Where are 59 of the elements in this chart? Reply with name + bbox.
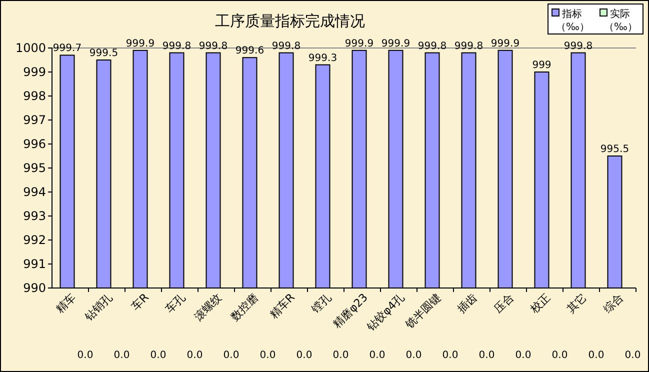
- text: 0.0: [406, 350, 422, 361]
- data-label: 999.6: [235, 46, 264, 57]
- data-label: 999.9: [381, 38, 410, 50]
- x-tick-label: 车孔: [163, 290, 188, 316]
- data-label: 999.8: [272, 40, 301, 52]
- text: 0.0: [186, 350, 203, 361]
- data-label: 999.9: [344, 38, 374, 50]
- text: 0.0: [624, 350, 641, 361]
- data-label: 999.8: [162, 40, 192, 52]
- x-tick-label: 插齿: [455, 290, 480, 316]
- text: 0.0: [223, 350, 240, 361]
- data-label: 995.5: [600, 144, 630, 155]
- data-label: 999.8: [198, 40, 228, 52]
- text: 0.0: [296, 350, 312, 361]
- x-tick-label: 综合: [601, 290, 626, 316]
- y-tick-label: 1000: [15, 41, 46, 55]
- x-tick-label: 车R: [128, 290, 152, 314]
- y-tick-label: 996: [23, 137, 46, 151]
- text: 0.0: [588, 350, 604, 361]
- text: 0.0: [260, 350, 276, 361]
- data-label: 999.8: [418, 40, 447, 52]
- text: 0.0: [442, 350, 458, 361]
- y-tick-label: 995: [23, 161, 46, 175]
- x-tick-label: 校正: [527, 290, 553, 316]
- y-tick-label: 992: [23, 233, 46, 247]
- text: 0.0: [478, 350, 495, 361]
- text: 0.0: [552, 350, 568, 361]
- data-label: 999.9: [126, 38, 155, 50]
- text: 0.0: [369, 350, 386, 361]
- x-tick-label: 数控磨: [228, 290, 261, 324]
- x-tick-label: 精车R: [267, 290, 298, 322]
- x-tick-label: 镗孔: [308, 290, 334, 316]
- legend-label: 实际（‰）: [604, 8, 638, 33]
- x-tick-label: 压合: [492, 290, 516, 316]
- legend-label: 指标（‰）: [556, 8, 590, 33]
- y-tick-label: 997: [23, 113, 46, 127]
- y-tick-label: 990: [23, 281, 46, 295]
- text: 0.0: [114, 350, 130, 361]
- data-label: 999: [532, 60, 552, 71]
- y-tick-label: 991: [23, 257, 46, 271]
- data-label: 999.5: [89, 48, 118, 59]
- y-tick-label: 993: [23, 209, 46, 223]
- data-label: 999.8: [564, 40, 593, 52]
- text: 0.0: [77, 350, 94, 361]
- y-tick-label: 998: [23, 89, 46, 103]
- data-label: 999.3: [308, 52, 338, 64]
- x-tick-label: 钻销孔: [82, 290, 115, 324]
- x-tick-label: 精车: [54, 290, 78, 316]
- data-label: 999.8: [454, 40, 484, 52]
- x-tick-label: 滚螺纹: [192, 290, 224, 324]
- text: 0.0: [332, 350, 349, 361]
- y-tick-label: 994: [23, 185, 46, 199]
- text: 0.0: [150, 350, 166, 361]
- chart-title: 工序质量指标完成情况: [215, 12, 365, 30]
- y-tick-label: 999: [23, 65, 46, 79]
- text: 0.0: [515, 350, 532, 361]
- data-label: 999.9: [490, 38, 520, 50]
- x-tick-label: 其它: [564, 290, 590, 316]
- data-label: 999.7: [52, 43, 82, 54]
